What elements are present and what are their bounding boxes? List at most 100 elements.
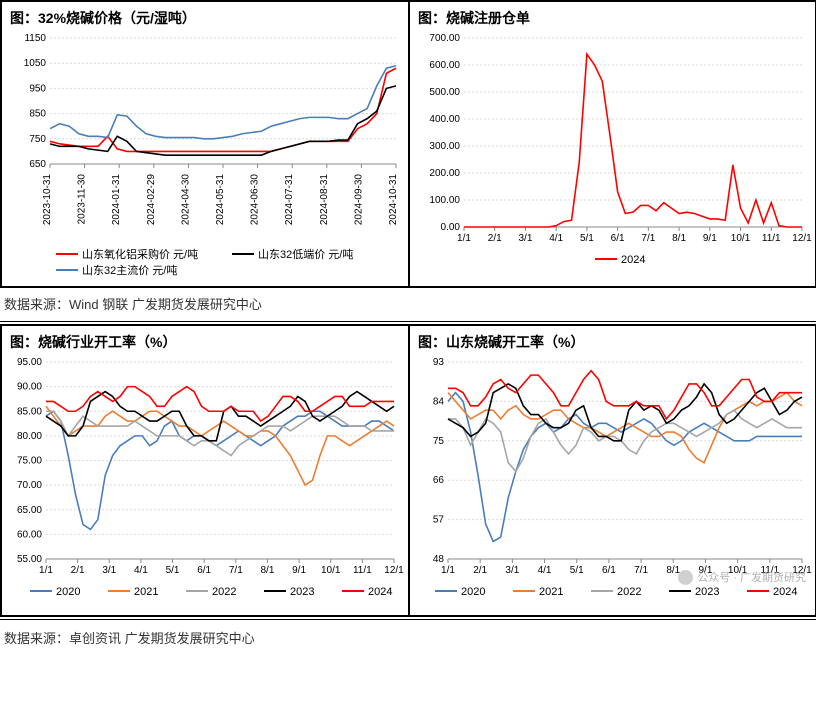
svg-text:5/1: 5/1 [166,565,180,576]
svg-text:2/1: 2/1 [71,565,85,576]
svg-text:80.00: 80.00 [17,431,42,442]
svg-text:2020: 2020 [461,586,485,598]
svg-text:66: 66 [433,475,445,486]
panel-tr-title: 图：烧碱注册仓单 [414,8,812,28]
svg-text:山东32主流价 元/吨: 山东32主流价 元/吨 [82,263,177,277]
svg-text:75: 75 [433,436,445,447]
svg-text:2023: 2023 [290,586,314,598]
svg-text:7/1: 7/1 [641,233,655,244]
chart-tl-svg: 650750850950105011502023-10-312023-11-30… [6,32,404,282]
svg-text:11/1: 11/1 [353,565,372,576]
svg-text:400.00: 400.00 [429,114,460,125]
svg-text:2022: 2022 [212,586,236,598]
svg-text:2024-04-30: 2024-04-30 [180,174,191,226]
svg-text:9/1: 9/1 [292,565,306,576]
svg-text:2024-02-29: 2024-02-29 [146,174,157,226]
chart-bl-svg: 55.0060.0065.0070.0075.0080.0085.0090.00… [6,356,404,611]
svg-text:1050: 1050 [24,58,47,69]
panel-br-title: 图：山东烧碱开工率（%） [414,332,812,352]
svg-text:2020: 2020 [56,586,80,598]
svg-text:65.00: 65.00 [17,505,42,516]
svg-text:48: 48 [433,554,445,565]
svg-text:12/1: 12/1 [384,565,404,576]
svg-text:2023-11-30: 2023-11-30 [77,174,88,225]
svg-text:60.00: 60.00 [17,529,42,540]
svg-text:2024: 2024 [621,254,645,266]
svg-text:2022: 2022 [617,586,641,598]
svg-text:4/1: 4/1 [549,233,563,244]
svg-text:75.00: 75.00 [17,456,42,467]
hrule-1 [0,321,816,322]
svg-text:9/1: 9/1 [699,565,713,576]
svg-text:84: 84 [433,396,445,407]
svg-text:4/1: 4/1 [134,565,148,576]
svg-text:2024-10-31: 2024-10-31 [388,174,399,226]
panel-bl: 图：烧碱行业开工率（%） 55.0060.0065.0070.0075.0080… [1,325,409,616]
svg-text:1150: 1150 [24,33,46,44]
svg-text:2023-10-31: 2023-10-31 [42,174,53,226]
svg-text:0.00: 0.00 [441,222,461,233]
svg-text:2023: 2023 [695,586,719,598]
panel-tl-title: 图：32%烧碱价格（元/湿吨） [6,8,404,28]
svg-text:7/1: 7/1 [634,565,648,576]
chart-br-svg: 4857667584931/12/13/14/15/16/17/18/19/11… [414,356,812,611]
svg-text:山东32低端价 元/吨: 山东32低端价 元/吨 [258,248,353,261]
svg-text:2/1: 2/1 [488,233,502,244]
svg-text:300.00: 300.00 [429,141,460,152]
svg-text:2024-05-31: 2024-05-31 [215,174,226,226]
svg-text:6/1: 6/1 [602,565,616,576]
svg-text:1/1: 1/1 [441,565,455,576]
svg-text:100.00: 100.00 [429,195,460,206]
svg-text:9/1: 9/1 [703,233,717,244]
svg-text:700.00: 700.00 [429,33,460,44]
svg-text:200.00: 200.00 [429,168,460,179]
svg-text:600.00: 600.00 [429,60,460,71]
svg-text:2024-01-31: 2024-01-31 [111,174,122,226]
source-1: 数据来源：Wind 钢联 广发期货发展研究中心 [0,288,816,319]
panel-br: 图：山东烧碱开工率（%） 4857667584931/12/13/14/15/1… [409,325,816,616]
svg-text:5/1: 5/1 [580,233,594,244]
svg-text:500.00: 500.00 [429,87,460,98]
svg-text:11/1: 11/1 [760,565,779,576]
hrule-2 [0,619,816,620]
panel-tl: 图：32%烧碱价格（元/湿吨） 650750850950105011502023… [1,1,409,287]
svg-text:8/1: 8/1 [261,565,275,576]
svg-text:12/1: 12/1 [792,233,812,244]
svg-text:3/1: 3/1 [102,565,116,576]
svg-text:10/1: 10/1 [321,565,341,576]
svg-text:12/1: 12/1 [792,565,812,576]
svg-text:10/1: 10/1 [731,233,751,244]
panel-tr: 图：烧碱注册仓单 0.00 100.00 200.00 300.00 400.00 500… [409,1,816,287]
svg-text:2021: 2021 [134,586,158,598]
svg-text:850: 850 [29,109,46,120]
svg-text:2024-07-31: 2024-07-31 [284,174,295,226]
svg-text:85.00: 85.00 [17,406,42,417]
svg-text:93: 93 [433,357,445,368]
svg-text:2021: 2021 [539,586,563,598]
svg-text:8/1: 8/1 [672,233,686,244]
svg-text:5/1: 5/1 [570,565,584,576]
svg-text:11/1: 11/1 [762,233,781,244]
top-panel-grid: 图：32%烧碱价格（元/湿吨） 650750850950105011502023… [0,0,816,288]
svg-text:4/1: 4/1 [538,565,552,576]
svg-text:70.00: 70.00 [17,480,42,491]
source-2: 数据来源：卓创资讯 广发期货发展研究中心 [0,622,816,653]
svg-text:2024-08-31: 2024-08-31 [319,174,330,226]
svg-text:2024-09-30: 2024-09-30 [353,174,364,226]
svg-text:6/1: 6/1 [611,233,625,244]
panel-bl-title: 图：烧碱行业开工率（%） [6,332,404,352]
svg-text:1/1: 1/1 [457,233,471,244]
svg-text:6/1: 6/1 [197,565,211,576]
svg-text:1/1: 1/1 [39,565,53,576]
chart-tr-svg: 0.00 100.00 200.00 300.00 400.00 500.00 600.00… [414,32,812,282]
svg-text:95.00: 95.00 [17,357,42,368]
svg-text:57: 57 [433,515,445,526]
svg-text:750: 750 [29,134,46,145]
svg-text:2024-06-30: 2024-06-30 [250,174,261,226]
svg-text:2/1: 2/1 [473,565,487,576]
bottom-panel-grid: 图：烧碱行业开工率（%） 55.0060.0065.0070.0075.0080… [0,324,816,617]
svg-text:3/1: 3/1 [519,233,533,244]
svg-text:10/1: 10/1 [728,565,748,576]
svg-text:7/1: 7/1 [229,565,243,576]
svg-text:山东氧化铝采购价 元/吨: 山东氧化铝采购价 元/吨 [82,247,198,261]
